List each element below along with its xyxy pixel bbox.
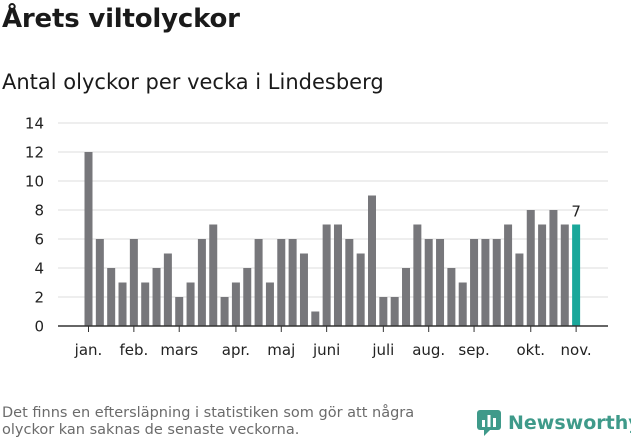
x-tick-label: aug. [412,341,445,359]
bar [265,282,274,326]
bar-chart: 0 2 4 6 8 10 12 14 7 jan. feb. mars apr. maj juni juli a… [25,115,608,359]
x-tick-label: apr. [222,341,250,359]
bar [356,253,365,326]
chart-title: Årets viltolyckor [2,4,240,34]
bar [424,239,433,326]
bar [402,268,411,326]
y-tick-label: 6 [34,231,44,249]
bar [254,239,263,326]
bar [299,253,308,326]
bar [526,210,535,326]
bar [152,268,161,326]
bar [458,282,467,326]
x-tick-label: mars [160,341,198,359]
y-tick-label: 12 [25,144,44,162]
y-tick-label: 2 [34,289,44,307]
bar [379,297,388,326]
y-tick-label: 8 [34,202,44,220]
bar-data-label: 7 [571,203,581,221]
bar [175,297,184,326]
footnote: Det finns en eftersläpning i statistiken… [2,405,415,438]
y-tick-label: 0 [34,318,44,336]
bar [288,239,297,326]
bar [436,239,445,326]
bar [197,239,206,326]
bar [492,239,501,326]
bar [390,297,399,326]
newsworthy-logo-icon [477,410,501,436]
bar [322,224,331,326]
bar [413,224,422,326]
x-tick-label: jan. [74,341,103,359]
bar [231,282,240,326]
bar [141,282,150,326]
bar [368,195,376,326]
bar [333,224,342,326]
bar [311,311,320,326]
bar [95,239,104,326]
bar [220,297,229,326]
bar [345,239,354,326]
bar [470,239,479,326]
y-tick-label: 10 [25,173,44,191]
bar [504,224,513,326]
bar [560,224,569,326]
bar [481,239,490,326]
x-tick-label: maj [267,341,295,359]
x-tick-label: feb. [119,341,148,359]
bar [118,282,127,326]
bar [515,253,524,326]
brand-logo: Newsworthy [476,409,631,437]
bar [163,253,172,326]
bar [538,224,547,326]
bar [209,224,218,326]
bar [84,152,93,326]
bar [549,210,558,326]
bar [447,268,456,326]
x-tick-label: juli [371,341,394,359]
bar [107,268,116,326]
brand-name: Newsworthy [508,412,631,434]
bar [277,239,286,326]
y-tick-label: 14 [25,115,44,133]
x-tick-label: sep. [458,341,489,359]
bar-highlight [572,224,581,326]
x-tick-label: juni [312,341,340,359]
y-tick-label: 4 [34,260,44,278]
x-tick-label: nov. [561,341,592,359]
x-tick-label: okt. [517,341,546,359]
chart-subtitle: Antal olyckor per vecka i Lindesberg [2,70,384,94]
bar [243,268,252,326]
bar [186,282,195,326]
bar [129,239,138,326]
